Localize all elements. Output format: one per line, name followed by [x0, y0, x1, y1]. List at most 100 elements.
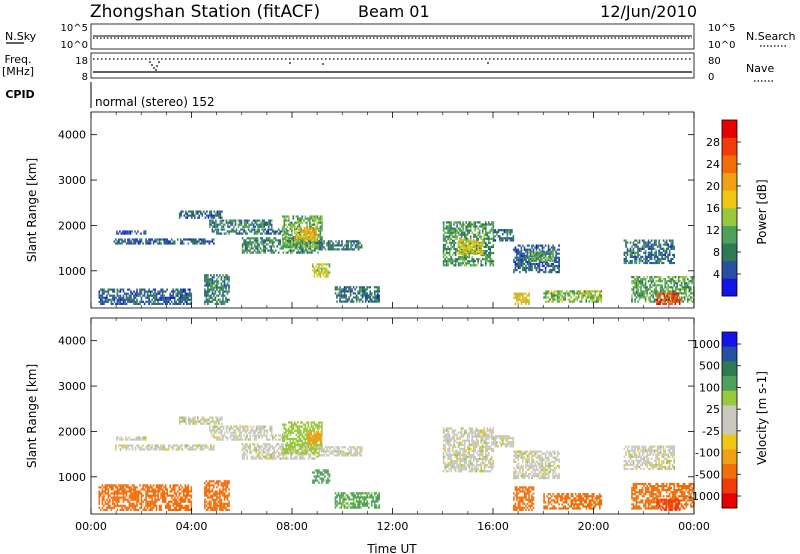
velocity-colorbar-tick-4: -25	[702, 425, 720, 438]
cpid-text: normal (stereo) 152	[95, 95, 215, 109]
velocity-xtick-label-3: 12:00	[377, 520, 409, 533]
power-ytick-label-1: 2000	[58, 219, 86, 232]
power-axes: 1000 2000 3000 4000	[58, 112, 695, 308]
velocity-region-17	[513, 486, 535, 511]
power-region-21	[631, 276, 695, 303]
power-colorbar-tick-3: 16	[706, 202, 720, 215]
x-axis-label: Time UT	[366, 542, 417, 554]
velocity-axes: 1000 2000 3000 4000 00:00 04:00 08:00 12:00 16:0…	[58, 318, 710, 533]
velocity-heatmap	[98, 416, 695, 511]
power-region-13	[442, 221, 495, 267]
power-region-1	[116, 230, 147, 235]
nave-tick-top: 80	[708, 56, 721, 67]
nsearch-tick-top: 10^5	[708, 23, 735, 34]
power-colorbar-tick-0: 4	[713, 268, 720, 281]
power-colorbar-swatch-6	[722, 172, 737, 191]
power-colorbar-tick-4: 20	[706, 180, 720, 193]
velocity-region-19	[631, 482, 695, 510]
power-colorbar-swatch-5	[722, 190, 737, 209]
velocity-colorbar-swatch-6	[722, 420, 737, 435]
power-region-3	[211, 228, 289, 235]
power-region-10	[334, 286, 380, 303]
velocity-xtick-label-1: 04:00	[176, 520, 208, 533]
velocity-region-9	[312, 469, 331, 484]
velocity-colorbar: 1000 500 100 25 -25 -100 -500 -1000	[688, 331, 741, 509]
velocity-colorbar-tick-2: 100	[699, 381, 720, 394]
power-region-19	[513, 292, 530, 305]
power-colorbar-swatch-9	[722, 120, 737, 138]
velocity-ytick-label-2: 3000	[58, 380, 86, 393]
velocity-xtick-label-2: 08:00	[276, 520, 308, 533]
velocity-colorbar-swatch-10	[722, 478, 737, 494]
velocity-colorbar-swatch-0	[722, 332, 737, 347]
velocity-region-13	[442, 427, 495, 473]
velocity-region-7	[307, 430, 323, 446]
velocity-colorbar-swatch-7	[722, 434, 737, 450]
power-heatmap	[98, 210, 695, 305]
velocity-colorbar-swatch-2	[722, 361, 737, 377]
velocity-region-2	[178, 416, 223, 425]
velocity-colorbar-swatch-9	[722, 464, 737, 479]
velocity-region-0	[115, 444, 215, 451]
velocity-region-18	[623, 445, 675, 471]
power-region-4	[209, 219, 273, 228]
freq-panel	[90, 52, 695, 79]
power-region-22	[656, 292, 681, 305]
power-region-14	[457, 238, 484, 256]
velocity-colorbar-swatch-3	[722, 376, 737, 391]
power-region-9	[312, 263, 331, 278]
velocity-ytick-label-1: 2000	[58, 425, 86, 438]
power-region-17	[528, 251, 554, 262]
velocity-region-15	[513, 450, 560, 480]
power-colorbar-swatch-4	[722, 208, 737, 226]
power-colorbar: 4 8 12 16 20 24 28	[706, 119, 741, 297]
power-region-2	[178, 210, 223, 219]
nsky-label: N.Sky	[5, 30, 37, 43]
power-colorbar-swatch-3	[722, 225, 737, 244]
nave-tick-bottom: 0	[708, 72, 714, 83]
freq-dip-marks	[149, 61, 489, 71]
power-colorbar-label: Power [dB]	[755, 179, 769, 244]
velocity-xtick-label-5: 20:00	[578, 520, 610, 533]
velocity-colorbar-swatch-1	[722, 346, 737, 362]
power-region-20	[623, 239, 675, 265]
freq-tick-bottom: 8	[82, 72, 88, 83]
velocity-region-12	[204, 480, 230, 511]
cpid-label: CPID	[5, 88, 34, 101]
velocity-colorbar-tick-7: -1000	[688, 490, 720, 503]
power-colorbar-swatch-1	[722, 260, 737, 279]
nave-label: Nave	[746, 62, 774, 75]
velocity-colorbar-tick-1: 500	[699, 360, 720, 373]
freq-label: Freq.	[4, 53, 31, 66]
velocity-region-10	[334, 492, 380, 509]
velocity-region-3	[211, 434, 289, 441]
power-colorbar-swatch-2	[722, 243, 737, 262]
velocity-region-4	[209, 425, 273, 434]
power-region-15	[493, 229, 515, 242]
nsearch-label: N.Search	[746, 30, 796, 43]
velocity-xtick-label-6: 00:00	[678, 520, 710, 533]
power-colorbar-swatch-8	[722, 137, 737, 156]
velocity-region-1	[116, 436, 147, 441]
freq-tick-top: 18	[75, 56, 88, 67]
power-colorbar-swatch-0	[722, 278, 737, 297]
power-colorbar-tick-1: 8	[713, 246, 720, 259]
power-colorbar-tick-6: 28	[706, 136, 720, 149]
power-region-12	[204, 274, 230, 305]
power-colorbar-tick-2: 12	[706, 224, 720, 237]
velocity-xtick-label-0: 00:00	[75, 520, 107, 533]
nsky-tick-top: 10^5	[61, 23, 88, 34]
date-label: 12/Jun/2010	[600, 2, 697, 21]
velocity-colorbar-swatch-8	[722, 449, 737, 465]
freq-unit: [MHz]	[2, 65, 34, 78]
nsky-tick-bottom: 10^0	[61, 40, 88, 51]
velocity-region-8	[317, 446, 363, 457]
power-ylabel: Slant Range [km]	[25, 158, 39, 262]
velocity-region-14	[493, 435, 515, 448]
velocity-colorbar-tick-6: -500	[695, 468, 720, 481]
velocity-region-20	[656, 498, 681, 511]
velocity-region-11	[98, 484, 193, 511]
velocity-ylabel: Slant Range [km]	[25, 364, 39, 468]
velocity-ytick-label-3: 4000	[58, 335, 86, 348]
